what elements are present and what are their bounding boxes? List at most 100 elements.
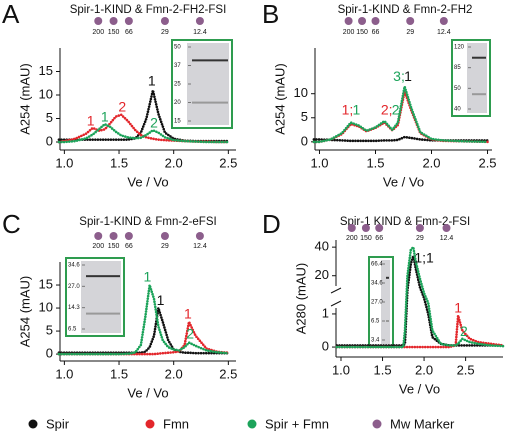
series-line: [335, 244, 505, 349]
mw-marker: [406, 17, 415, 25]
mw-marker: [415, 224, 424, 232]
gel: [381, 260, 390, 344]
peak-label: 1;1: [414, 249, 434, 265]
peak-label: 2: [118, 98, 126, 114]
peak-label: 1: [353, 102, 361, 118]
gel-label: 25: [174, 82, 181, 88]
x-axis-label: Ve / Vo: [127, 174, 168, 189]
gel-label: 37: [174, 63, 181, 69]
gel-label: 85: [454, 65, 461, 71]
peak-label: 2: [460, 323, 468, 339]
mw-marker: [347, 224, 356, 232]
x-tick-label: 1.0: [55, 366, 73, 381]
legend-label: Mw Marker: [390, 416, 455, 431]
peak-label: 3;: [393, 68, 405, 84]
x-tick-label: 2.5: [478, 155, 496, 170]
legend-swatch: [145, 419, 155, 429]
peak-label: 1: [454, 300, 462, 316]
gel-label: 40: [454, 107, 461, 113]
x-tick-label: 2.5: [219, 155, 237, 170]
series-line: [335, 315, 505, 349]
gel-label: 50: [454, 86, 461, 92]
x-tick-label: 1.5: [110, 366, 128, 381]
peak-label: 2: [150, 114, 158, 130]
axis-break: [330, 300, 342, 307]
x-tick-label: 2.0: [165, 155, 183, 170]
gel-band: [192, 59, 228, 62]
mw-marker: [195, 17, 204, 25]
panel-title: Spir-1 KIND & Fmn-2-FSI: [340, 216, 470, 228]
legend-label: Fmn: [163, 416, 189, 431]
x-axis-label: Ve / Vo: [399, 381, 440, 396]
mw-marker: [442, 224, 451, 232]
mw-label: 12.4: [193, 243, 207, 250]
panel-title: Spir-1-KIND & Fmn-2-FH2-FSI: [70, 4, 227, 16]
series-line: [312, 86, 489, 144]
x-tick-label: 1.5: [373, 362, 391, 377]
x-tick-label: 2.5: [219, 366, 237, 381]
gel: [187, 43, 229, 125]
mw-marker: [195, 232, 204, 240]
y-tick-label: 40: [315, 239, 329, 254]
mw-label: 200: [92, 29, 104, 36]
gel-label: 6.5: [371, 319, 380, 325]
x-axis-label: Ve / Vo: [383, 174, 424, 189]
mw-marker: [124, 17, 133, 25]
mw-marker: [439, 17, 448, 25]
gel-label: 27.0: [371, 300, 383, 306]
x-tick-label: 1.5: [110, 155, 128, 170]
y-tick-label: 1: [322, 305, 329, 320]
mw-label: 200: [92, 243, 104, 250]
mw-marker: [371, 17, 380, 25]
gel-band: [386, 320, 389, 322]
mw-marker: [109, 232, 118, 240]
mw-label: 200: [343, 29, 355, 36]
y-tick-label: 10: [39, 299, 53, 314]
peak-label: 2: [392, 102, 400, 118]
x-tick-label: 1.0: [55, 155, 73, 170]
x-tick-label: 1.5: [366, 155, 384, 170]
mw-label: 150: [360, 235, 372, 242]
gel-band: [192, 101, 228, 104]
gel-band: [472, 56, 486, 59]
x-tick-label: 2.0: [165, 366, 183, 381]
legend-swatch: [28, 419, 38, 429]
gel-label: 14.3: [68, 305, 80, 311]
y-tick-label: 5: [301, 109, 308, 124]
peak-label: 1: [148, 73, 156, 89]
mw-label: 29: [406, 29, 414, 36]
series-line: [57, 122, 230, 144]
mw-label: 12.4: [440, 235, 454, 242]
y-tick-label: 5: [46, 323, 53, 338]
x-tick-label: 1.0: [310, 155, 328, 170]
gel-label: 3.4: [371, 338, 380, 344]
gel-label: 66.4: [371, 262, 383, 268]
y-tick-label: 0: [301, 133, 308, 148]
peak-label: 1: [101, 109, 109, 125]
x-tick-label: 2.5: [457, 362, 475, 377]
mw-label: 29: [416, 235, 424, 242]
mw-label: 12.4: [437, 29, 451, 36]
mw-label: 29: [161, 243, 169, 250]
series-line: [57, 307, 230, 355]
gel-band: [472, 93, 486, 96]
mw-marker: [361, 224, 370, 232]
panel-letter: B: [262, 0, 279, 29]
y-tick-label: 0: [46, 133, 53, 148]
mw-label: 66: [372, 29, 380, 36]
peak-label: 1: [157, 292, 165, 308]
x-tick-label: 2.0: [415, 362, 433, 377]
mw-marker: [124, 232, 133, 240]
y-axis-label: A254 (mAU): [17, 63, 32, 135]
peak-label: 1: [184, 306, 192, 322]
peak-label: 1: [87, 113, 95, 129]
y-tick-label: 15: [39, 276, 53, 291]
mw-label: 150: [356, 29, 368, 36]
peak-label: 2;: [381, 102, 393, 118]
y-tick-label: 15: [39, 63, 53, 78]
mw-label: 66: [125, 29, 133, 36]
y-tick-label: 10: [294, 85, 308, 100]
mw-label: 150: [108, 29, 120, 36]
mw-marker: [160, 232, 169, 240]
series-line: [57, 284, 230, 356]
